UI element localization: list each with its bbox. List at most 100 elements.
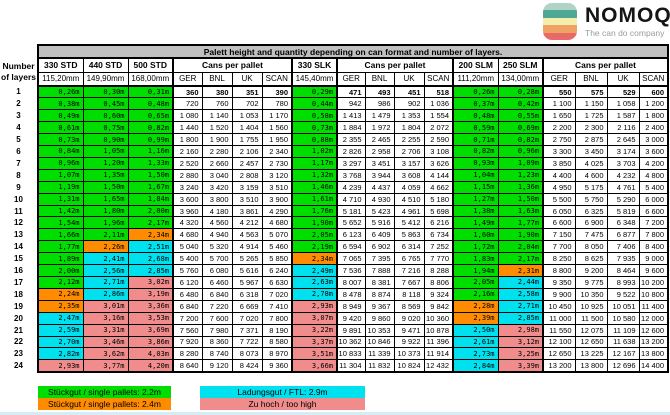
cans-cell: 5 290 (606, 192, 640, 206)
height-cell: 3,53m (127, 311, 174, 325)
cans-cell: 2 730 (261, 156, 293, 170)
size-header-cell: 145,40mm (291, 71, 338, 87)
height-cell: 1,38m (452, 204, 499, 218)
cans-cell: 942 (336, 97, 366, 111)
cans-cell: 10 373 (393, 347, 425, 361)
height-cell: 0,42m (497, 97, 544, 111)
region-header-cell: SCAN (261, 71, 293, 87)
cans-cell: 9 891 (336, 323, 366, 337)
cans-cell: 5 850 (261, 252, 293, 266)
cans-cell: 451 (393, 85, 425, 99)
cans-cell: 2 116 (606, 121, 640, 135)
height-cell: 1,65m (82, 192, 129, 206)
height-cell: 0,96m (37, 156, 84, 170)
cans-cell: 7 920 (172, 335, 203, 349)
cans-cell: 2 880 (172, 168, 203, 182)
height-cell: 1,67m (127, 180, 174, 194)
cans-cell: 902 (393, 97, 425, 111)
cans-cell: 529 (606, 85, 640, 99)
cans-cell: 8 874 (364, 287, 395, 301)
cans-cell: 760 (201, 97, 233, 111)
cans-per-pallet-header: Cans per pallet (172, 57, 293, 73)
cans-cell: 6 900 (574, 216, 608, 230)
height-cell: 3,51m (291, 347, 338, 361)
cans-cell: 3 600 (172, 192, 203, 206)
cans-cell: 5 175 (574, 180, 608, 194)
height-cell: 2,17m (497, 252, 544, 266)
cans-cell: 7 536 (336, 264, 366, 277)
cans-cell: 10 800 (638, 287, 669, 301)
height-cell: 1,46m (291, 180, 338, 194)
height-cell: 1,19m (37, 180, 84, 194)
cans-cell: 4 320 (172, 216, 203, 230)
cans-cell: 2 340 (261, 145, 293, 158)
height-cell: 1,36m (497, 180, 544, 194)
size-header-cell: 149,90mm (82, 71, 129, 87)
cans-cell: 5 400 (172, 252, 203, 266)
logo: NOMOQ The can do company (543, 3, 670, 40)
format-header-cell: 250 SLM (497, 57, 544, 73)
cans-cell: 3 960 (172, 204, 203, 218)
cans-cell: 8 464 (606, 264, 640, 277)
height-cell: 0,82m (452, 145, 499, 158)
cans-cell: 6 600 (542, 216, 576, 230)
cans-cell: 8 190 (261, 323, 293, 337)
layer-number-cell: 21 (0, 324, 38, 337)
height-cell: 2,71m (82, 276, 129, 289)
cans-cell: 3 159 (231, 180, 263, 194)
cans-cell: 10 878 (423, 323, 454, 337)
cans-cell: 1 080 (172, 109, 203, 123)
cans-cell: 6 460 (201, 276, 233, 289)
cans-cell: 8 381 (364, 276, 395, 289)
height-cell: 1,94m (452, 264, 499, 277)
height-cell: 2,00m (127, 204, 174, 218)
cans-cell: 4 710 (336, 192, 366, 206)
cans-cell: 8 250 (542, 252, 576, 266)
height-cell: 3,02m (127, 276, 174, 289)
cans-cell: 5 400 (638, 180, 669, 194)
cans-cell: 10 580 (606, 311, 640, 325)
cans-cell: 390 (261, 85, 293, 99)
region-header-cell: GER (336, 71, 366, 87)
cans-cell: 1 150 (574, 97, 608, 111)
cans-cell: 4 059 (393, 180, 425, 194)
layer-number-cell: 17 (0, 276, 38, 289)
bottom-edge-strip (0, 412, 670, 415)
cans-cell: 8 478 (336, 287, 366, 301)
cans-cell: 6 840 (201, 287, 233, 301)
cans-cell: 7 406 (606, 240, 640, 254)
height-cell: 3,25m (497, 347, 544, 361)
height-cell: 2,49m (291, 264, 338, 277)
cans-cell: 1 479 (364, 109, 395, 123)
cans-cell: 3 510 (231, 192, 263, 206)
cans-cell: 518 (423, 85, 454, 99)
cans-cell: 10 824 (393, 359, 425, 373)
height-cell: 0,55m (497, 109, 544, 123)
cans-cell: 5 423 (364, 204, 395, 218)
cans-cell: 6 000 (638, 192, 669, 206)
cans-cell: 8 806 (423, 276, 454, 289)
height-cell: 1,66m (37, 228, 84, 242)
cans-cell: 6 877 (606, 228, 640, 242)
layer-number-cell: 11 (0, 205, 38, 217)
cans-cell: 9 120 (201, 359, 233, 373)
cans-cell: 1 058 (606, 97, 640, 111)
cans-cell: 1 800 (638, 109, 669, 123)
height-cell: 0,26m (37, 85, 84, 99)
cans-cell: 3 861 (231, 204, 263, 218)
cans-cell: 10 925 (574, 299, 608, 313)
region-header-cell: UK (231, 71, 263, 87)
size-header-cell: 115,20mm (37, 71, 84, 87)
cans-cell: 8 400 (638, 240, 669, 254)
height-cell: 2,56m (82, 264, 129, 277)
height-cell: 2,17m (127, 216, 174, 230)
cans-cell: 9 000 (638, 252, 669, 266)
cans-cell: 7 667 (393, 276, 425, 289)
format-header-cell: 440 STD (82, 57, 129, 73)
cans-cell: 10 051 (606, 299, 640, 313)
cans-cell: 1 404 (231, 121, 263, 135)
cans-cell: 2 280 (201, 145, 233, 158)
cans-cell: 2 520 (172, 156, 203, 170)
cans-cell: 13 200 (638, 335, 669, 349)
cans-cell: 4 144 (423, 168, 454, 182)
